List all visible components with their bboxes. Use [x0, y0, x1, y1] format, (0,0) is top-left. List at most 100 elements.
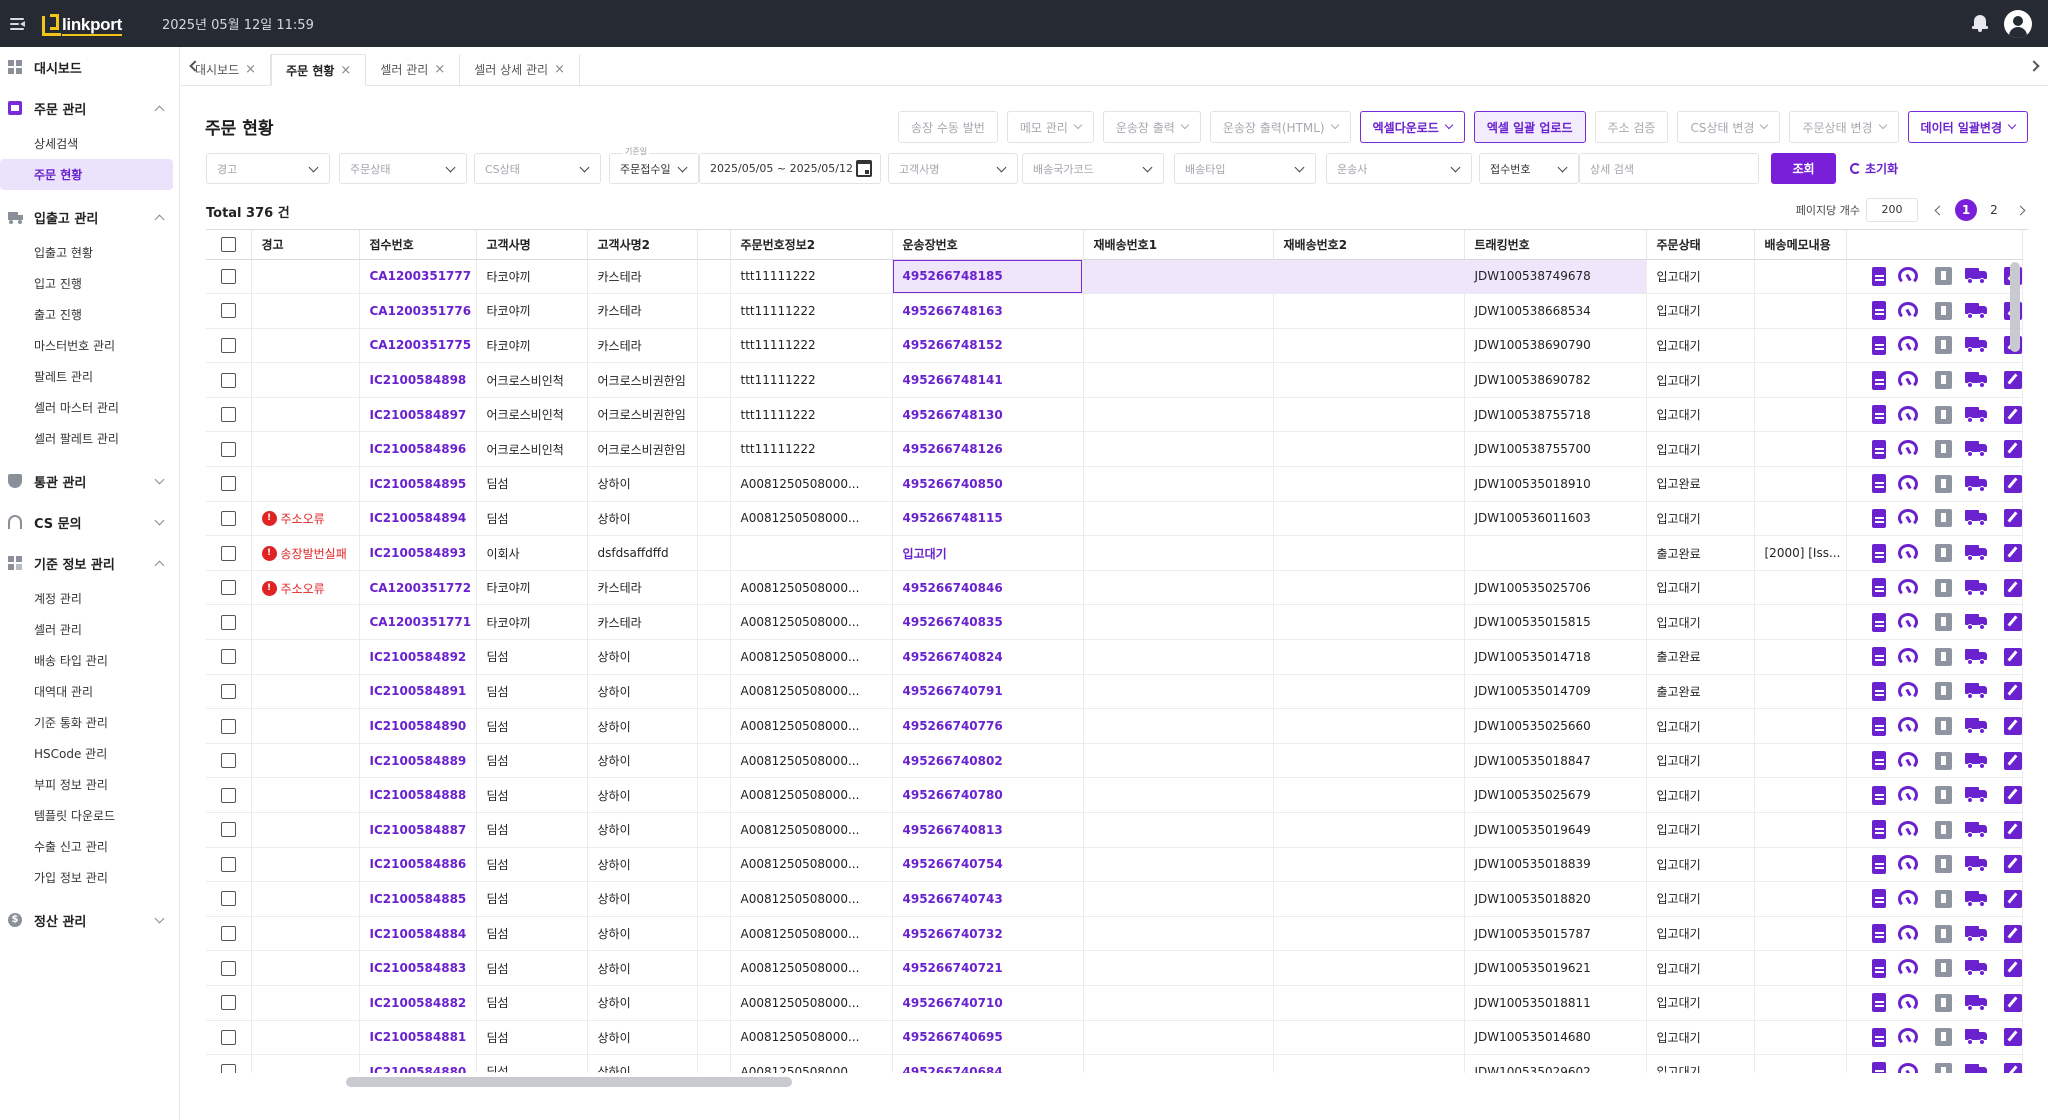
close-icon[interactable]: ×	[434, 62, 446, 77]
prev-page-icon[interactable]	[1934, 205, 1945, 215]
table-row[interactable]: IC2100584889 딤섬 상하이 A0081250508000... 495266…	[206, 743, 2023, 779]
truck-icon[interactable]	[1964, 544, 1989, 562]
country-code-select[interactable]: 배송국가코드	[1022, 153, 1164, 184]
truck-icon[interactable]	[1964, 925, 1989, 943]
waybill-value[interactable]: 495266740846	[902, 580, 1003, 595]
edit-icon[interactable]	[2003, 647, 2021, 666]
row-checkbox[interactable]	[220, 891, 236, 907]
edit-icon[interactable]	[2003, 578, 2021, 597]
truck-icon[interactable]	[1964, 336, 1989, 354]
toolbar-button[interactable]: 엑셀 일괄 업로드	[1473, 111, 1586, 143]
toolbar-button[interactable]: 주문상태 변경	[1789, 111, 1899, 143]
sidebar-item[interactable]: 입출고 현황	[34, 246, 94, 260]
headset-icon[interactable]	[1898, 1062, 1919, 1073]
document-icon[interactable]	[1871, 543, 1887, 563]
headset-icon[interactable]	[1898, 371, 1919, 390]
column-header[interactable]: 접수번호	[359, 230, 477, 260]
row-checkbox[interactable]	[220, 372, 236, 388]
carrier-select[interactable]: 운송사	[1326, 153, 1472, 184]
row-checkbox[interactable]	[220, 787, 236, 803]
receipt-value[interactable]: IC2100584894	[369, 511, 467, 526]
row-checkbox[interactable]	[220, 545, 236, 561]
headset-icon[interactable]	[1898, 578, 1919, 597]
headset-icon[interactable]	[1898, 786, 1919, 805]
headset-icon[interactable]	[1898, 405, 1919, 424]
waybill-value[interactable]: 495266740802	[902, 753, 1003, 768]
page-size-input[interactable]: 200	[1866, 198, 1918, 222]
sidebar-item[interactable]: 마스터번호 관리	[34, 339, 116, 353]
edit-icon[interactable]	[2003, 474, 2021, 493]
column-header[interactable]	[697, 230, 731, 260]
sidebar-item[interactable]: 수출 신고 관리	[34, 840, 108, 854]
table-row[interactable]: IC2100584895 딤섬 상하이 A0081250508000... 495266…	[206, 466, 2023, 502]
document-icon[interactable]	[1871, 266, 1887, 286]
receipt-value[interactable]: IC2100584898	[369, 373, 467, 388]
row-checkbox[interactable]	[220, 649, 236, 665]
toolbar-button[interactable]: 엑셀다운로드	[1359, 111, 1465, 143]
page-button-1[interactable]: 1	[1955, 199, 1977, 221]
truck-icon[interactable]	[1964, 994, 1989, 1012]
table-row[interactable]: IC2100584882 딤섬 상하이 A0081250508000... 495266…	[206, 985, 2023, 1021]
row-checkbox[interactable]	[220, 441, 236, 457]
table-row[interactable]: IC2100584896 어크로스비인척 어크로스비권한임 ttt11111222 49…	[206, 431, 2023, 468]
headset-icon[interactable]	[1898, 820, 1919, 839]
box-icon[interactable]	[1935, 647, 1952, 666]
headset-icon[interactable]	[1898, 613, 1919, 632]
date-type-select[interactable]: 기준일 주문접수일	[609, 146, 699, 184]
edit-icon[interactable]	[2003, 509, 2021, 528]
headset-icon[interactable]	[1898, 717, 1919, 736]
edit-icon[interactable]	[2003, 405, 2021, 424]
truck-icon[interactable]	[1964, 717, 1989, 735]
tab-scroll-right-icon[interactable]	[2028, 60, 2040, 72]
toolbar-button[interactable]: 메모 관리	[1006, 111, 1094, 143]
headset-icon[interactable]	[1898, 474, 1919, 493]
receipt-value[interactable]: IC2100584883	[369, 961, 467, 976]
document-icon[interactable]	[1871, 647, 1887, 667]
edit-icon[interactable]	[2003, 820, 2021, 839]
sidebar-item[interactable]: HSCode 관리	[34, 747, 108, 761]
sidebar-section[interactable]: 대시보드	[0, 47, 179, 87]
truck-icon[interactable]	[1964, 1063, 1989, 1073]
waybill-value[interactable]: 495266740791	[902, 684, 1003, 699]
document-icon[interactable]	[1871, 301, 1887, 321]
column-header[interactable]: 경고	[251, 230, 360, 260]
table-row[interactable]: IC2100584883 딤섬 상하이 A0081250508000... 495266…	[206, 950, 2023, 986]
document-icon[interactable]	[1871, 612, 1887, 632]
receipt-value[interactable]: IC2100584880	[369, 1064, 467, 1073]
column-header[interactable]: 트래킹번호	[1464, 230, 1647, 260]
edit-icon[interactable]	[2003, 786, 2021, 805]
box-icon[interactable]	[1935, 1062, 1952, 1073]
box-icon[interactable]	[1935, 509, 1952, 528]
receipt-value[interactable]: CA1200351772	[369, 580, 472, 595]
order-status-select[interactable]: 주문상태	[339, 153, 467, 184]
table-row[interactable]: IC2100584884 딤섬 상하이 A0081250508000... 495266…	[206, 916, 2023, 952]
truck-icon[interactable]	[1964, 267, 1989, 285]
row-checkbox[interactable]	[220, 268, 236, 284]
box-icon[interactable]	[1935, 301, 1952, 320]
box-icon[interactable]	[1935, 1028, 1952, 1047]
cs-status-select[interactable]: CS상태	[474, 153, 601, 184]
waybill-value[interactable]: 495266740743	[902, 891, 1003, 906]
truck-icon[interactable]	[1964, 406, 1989, 424]
truck-icon[interactable]	[1964, 613, 1989, 631]
receipt-value[interactable]: IC2100584897	[369, 407, 467, 422]
sidebar-item[interactable]: 셀러 관리	[34, 623, 82, 637]
receipt-value[interactable]: CA1200351776	[369, 303, 472, 318]
sidebar-item[interactable]: 계정 관리	[34, 592, 82, 606]
sidebar-item[interactable]: 셀러 팔레트 관리	[34, 432, 119, 446]
headset-icon[interactable]	[1898, 440, 1919, 459]
tab[interactable]: 주문 현황 ×	[271, 54, 367, 86]
next-page-icon[interactable]	[2015, 205, 2026, 215]
document-icon[interactable]	[1871, 405, 1887, 425]
truck-icon[interactable]	[1964, 1028, 1989, 1046]
waybill-value[interactable]: 495266748141	[902, 373, 1003, 388]
customer-select[interactable]: 고객사명	[888, 153, 1018, 184]
sidebar-item[interactable]: 가입 정보 관리	[34, 871, 108, 885]
sidebar-item[interactable]: 상세검색	[34, 137, 79, 151]
edit-icon[interactable]	[2003, 855, 2021, 874]
headset-icon[interactable]	[1898, 682, 1919, 701]
row-checkbox[interactable]	[220, 822, 236, 838]
toolbar-button[interactable]: CS상태 변경	[1677, 111, 1781, 143]
edit-icon[interactable]	[2003, 1028, 2021, 1047]
box-icon[interactable]	[1935, 855, 1952, 874]
